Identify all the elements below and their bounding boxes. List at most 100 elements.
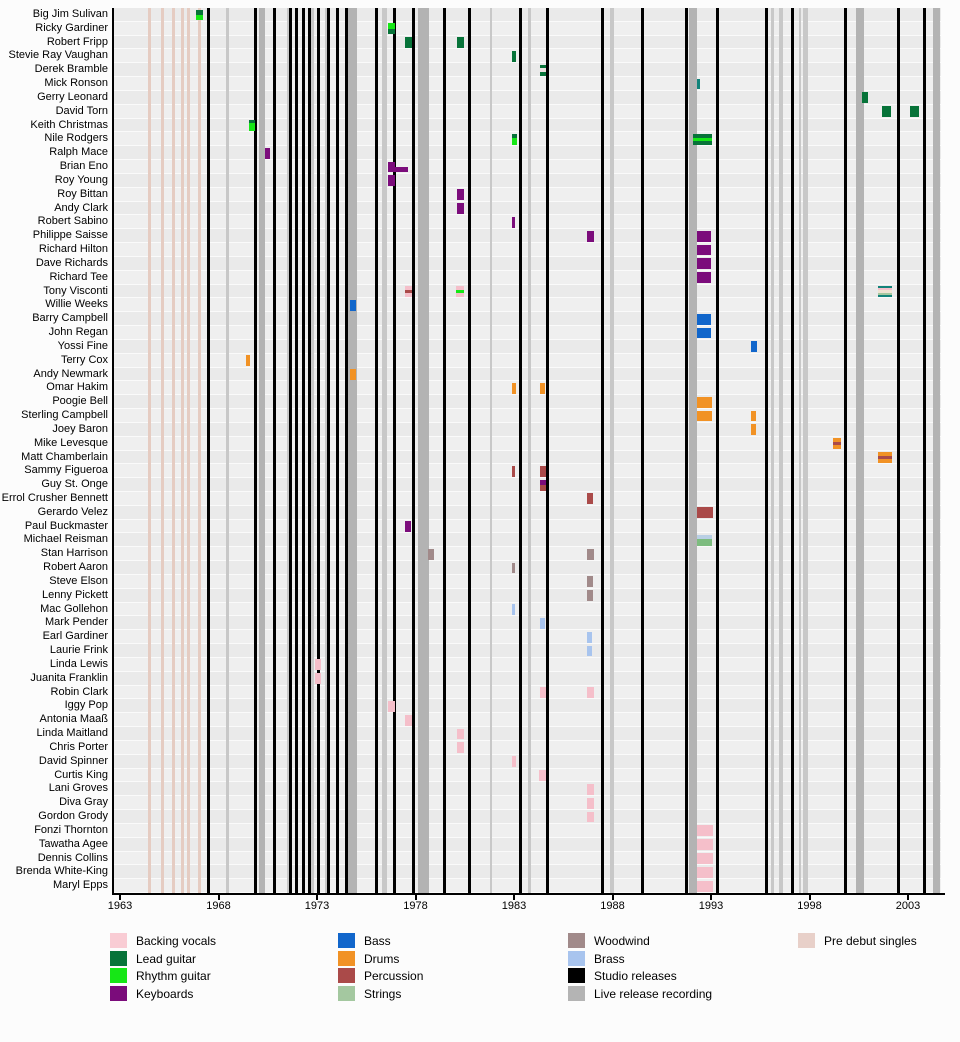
- legend-swatch: [338, 933, 355, 948]
- x-axis-tick-label: 1978: [403, 900, 428, 912]
- musician-label: Linda Lewis: [49, 657, 108, 670]
- block-segment: [878, 292, 893, 295]
- timeline-plot-area: [113, 8, 941, 893]
- timeline-block: [456, 742, 464, 754]
- musician-label: Derek Bramble: [34, 63, 108, 76]
- studio-release-line: [326, 8, 330, 893]
- block-segment: [587, 687, 594, 698]
- live-release-bar: [932, 8, 940, 893]
- musician-label: Philippe Saisse: [32, 229, 108, 242]
- live-release-bar: [311, 8, 315, 893]
- block-segment: [512, 562, 515, 574]
- musician-label: Laurie Frink: [49, 644, 108, 657]
- block-segment: [587, 783, 594, 795]
- x-axis-tick-label: 1988: [600, 900, 625, 912]
- timeline-block: [751, 341, 757, 353]
- block-segment: [587, 797, 594, 809]
- block-segment: [512, 382, 516, 394]
- musician-label: Lani Groves: [48, 782, 108, 795]
- pre-debut-single-line: [172, 8, 175, 893]
- block-segment: [878, 459, 893, 463]
- block-segment: [512, 216, 515, 228]
- x-axis-tick: [217, 895, 220, 900]
- legend-label: Strings: [364, 986, 402, 1001]
- block-segment: [587, 548, 594, 560]
- studio-release-line: [923, 8, 927, 893]
- timeline-block: [833, 438, 842, 449]
- block-segment: [697, 534, 712, 539]
- studio-release-line: [897, 8, 901, 893]
- timeline-block: [697, 534, 712, 546]
- legend-item: Lead guitar: [110, 950, 330, 967]
- block-segment: [878, 452, 893, 456]
- block-segment: [878, 286, 893, 289]
- legend-label: Brass: [594, 951, 625, 966]
- timeline-block: [264, 147, 271, 159]
- timeline-block: [512, 465, 515, 477]
- block-segment: [387, 161, 395, 168]
- musician-label: Sterling Campbell: [21, 409, 108, 422]
- musician-label: Ricky Gardiner: [35, 21, 108, 34]
- legend-swatch: [110, 933, 127, 948]
- musician-label: Brian Eno: [59, 160, 108, 173]
- musician-label: John Regan: [48, 326, 108, 339]
- block-segment: [697, 866, 713, 878]
- block-segment: [833, 445, 842, 449]
- block-segment: [587, 230, 594, 242]
- block-segment: [512, 141, 517, 145]
- timeline-block: [428, 548, 435, 560]
- legend-swatch: [338, 985, 355, 1001]
- block-segment: [512, 604, 515, 615]
- x-axis-tick: [119, 895, 121, 900]
- block-segment: [455, 289, 464, 294]
- musician-label: Gordon Grody: [38, 810, 108, 823]
- musician-label: Juanita Franklin: [30, 671, 108, 684]
- timeline-block: [587, 783, 594, 795]
- musician-label: Fonzi Thornton: [34, 823, 108, 836]
- musician-label: Robert Fripp: [46, 35, 108, 48]
- timeline-block: [315, 673, 321, 685]
- block-segment: [195, 9, 203, 15]
- studio-release-line: [685, 8, 689, 893]
- x-axis-tick-label: 1963: [107, 900, 133, 912]
- timeline-block: [693, 133, 712, 145]
- timeline-block: [405, 714, 412, 726]
- timeline-block: [512, 382, 516, 394]
- block-segment: [404, 289, 412, 294]
- timeline-block: [387, 167, 408, 173]
- block-segment: [539, 617, 545, 629]
- block-segment: [456, 742, 464, 754]
- legend-item: Strings: [338, 985, 558, 1002]
- musician-label: Paul Buckmaster: [24, 519, 108, 532]
- timeline-block: [387, 700, 395, 712]
- musician-label: Linda Maitland: [36, 727, 108, 740]
- studio-release-line: [412, 8, 416, 893]
- timeline-block: [878, 286, 893, 297]
- block-segment: [696, 78, 700, 90]
- timeline-block: [697, 839, 713, 851]
- musician-label: Andy Clark: [54, 201, 108, 214]
- block-segment: [387, 28, 395, 35]
- timeline-block: [512, 562, 515, 574]
- x-axis-tick: [907, 895, 909, 900]
- block-segment: [693, 141, 712, 145]
- musician-label: Roy Bittan: [57, 187, 108, 200]
- timeline-block: [539, 687, 546, 698]
- x-axis-tick: [414, 895, 417, 900]
- timeline-block: [587, 493, 594, 505]
- timeline-block: [697, 230, 711, 242]
- pre-debut-single-line: [181, 8, 185, 893]
- musician-label: Robert Aaron: [43, 561, 108, 574]
- block-segment: [456, 728, 464, 740]
- y-axis-line: [112, 8, 114, 895]
- timeline-block: [246, 355, 250, 367]
- musician-label: Matt Chamberlain: [21, 450, 108, 463]
- musician-label: Antonia Maaß: [39, 713, 108, 726]
- legend-swatch: [568, 933, 585, 948]
- block-segment: [456, 189, 464, 201]
- studio-release-line: [791, 8, 795, 893]
- block-segment: [697, 327, 711, 339]
- timeline-block: [512, 50, 516, 62]
- timeline-block: [881, 106, 892, 118]
- block-segment: [861, 92, 869, 104]
